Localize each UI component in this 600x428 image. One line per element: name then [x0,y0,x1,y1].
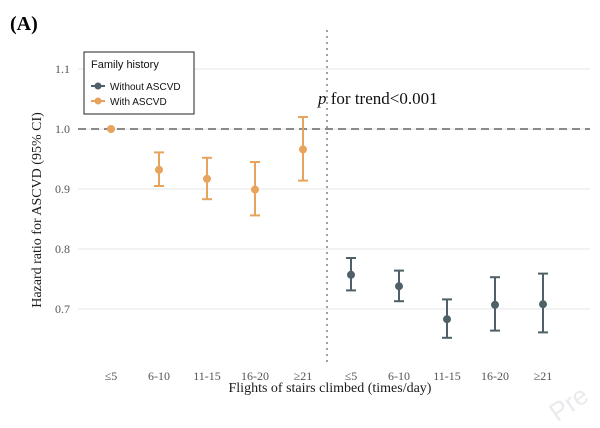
trend-annotation: p for trend<0.001 [317,89,438,108]
point-1-3 [491,300,499,309]
trend-p: p [317,89,327,108]
y-tick-label-0: 0.7 [55,302,70,316]
x-axis-label: Flights of stairs climbed (times/day) [229,381,432,396]
x-tick-label-6: 6-10 [388,369,410,383]
legend-box [83,51,195,115]
y-tick-label-3: 1.0 [55,122,70,136]
legend-marker-0 [94,82,102,90]
point-0-3 [251,185,259,194]
point-0-0 [107,125,115,133]
point-0-1 [155,165,163,174]
point-0-4 [299,145,307,154]
y-axis-label: Hazard ratio for ASCVD (95% CI) [30,112,45,308]
x-tick-label-8: 16-20 [481,369,509,383]
series-0 [107,116,308,217]
legend-title: Family history [91,59,159,71]
trend-text: for trend<0.001 [327,89,438,108]
point-1-4 [539,300,547,309]
y-tick-label-2: 0.9 [55,182,70,196]
panel-label: (A) [10,13,38,35]
point-1-1 [395,282,403,291]
point-0-2 [203,174,211,183]
series-1 [346,257,548,339]
legend-label-0: Without ASCVD [110,82,181,93]
x-tick-labels: ≤5 6-10 11-15 16-20 ≥21 ≤5 6-10 11-15 16-20 ≥21 [105,369,553,383]
x-tick-label-4: ≥21 [294,369,313,383]
point-1-2 [443,315,451,324]
x-tick-label-9: ≥21 [534,369,553,383]
legend: Family history Without ASCVD With ASCVD [83,51,195,115]
legend-label-1: With ASCVD [110,97,167,108]
y-tick-label-4: 1.1 [55,62,70,76]
x-tick-label-5: ≤5 [345,369,358,383]
data-marks [107,116,548,339]
hazard-ratio-chart: (A) 0.70.80.91.01.1 ≤5 6-10 11-15 16-20 ≥21 ≤… [10,13,590,396]
y-tick-label-1: 0.8 [55,242,70,256]
y-tick-labels: 0.7 0.8 0.9 1.0 1.1 [55,62,70,316]
x-tick-label-7: 11-15 [433,369,461,383]
point-1-0 [347,270,355,279]
x-tick-label-0: ≤5 [105,369,118,383]
legend-marker-1 [94,97,102,105]
x-tick-label-3: 16-20 [241,369,269,383]
x-tick-label-1: 6-10 [148,369,170,383]
x-tick-label-2: 11-15 [193,369,221,383]
